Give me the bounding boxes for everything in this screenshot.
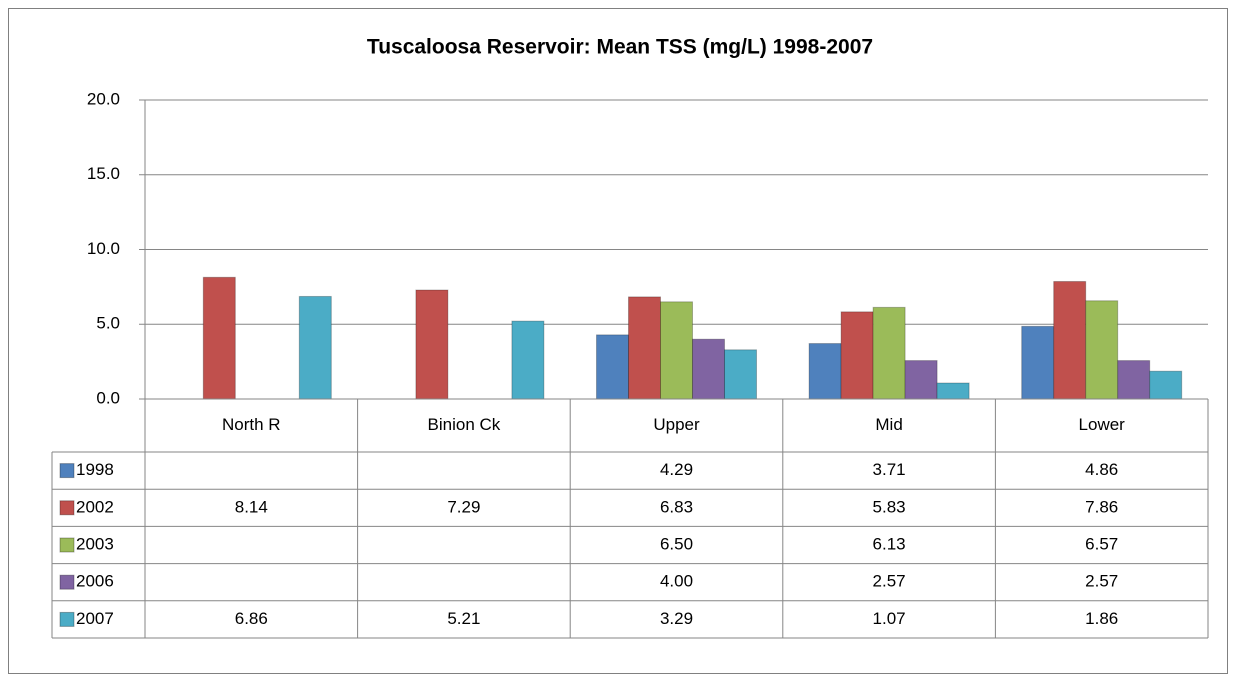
table-value: 1.07 [873, 609, 906, 628]
table-value: 3.71 [873, 460, 906, 479]
bar [202, 276, 236, 400]
table-value: 7.86 [1085, 497, 1118, 516]
x-tick-label: Upper [653, 415, 700, 434]
table-value: 8.14 [235, 497, 268, 516]
legend-key [59, 537, 75, 553]
bar [872, 306, 906, 400]
bar [511, 320, 545, 400]
chart-title: Tuscaloosa Reservoir: Mean TSS (mg/L) 19… [367, 36, 873, 59]
table-value: 6.57 [1085, 534, 1118, 553]
table-value: 6.50 [660, 534, 693, 553]
table-value: 1.86 [1085, 609, 1118, 628]
table-value: 4.86 [1085, 460, 1118, 479]
legend-key [59, 611, 75, 627]
x-tick-label: Binion Ck [428, 415, 501, 434]
table-value: 6.83 [660, 497, 693, 516]
y-tick-label: 5.0 [96, 314, 120, 333]
bar [596, 334, 629, 400]
x-tick-label: Mid [875, 415, 902, 434]
legend-label: 1998 [76, 460, 114, 479]
bar [1053, 280, 1087, 400]
bar [1085, 300, 1119, 400]
x-tick-label: North R [222, 415, 281, 434]
table-value: 4.00 [660, 572, 693, 591]
table-value: 7.29 [447, 497, 480, 516]
table-value: 5.21 [447, 609, 480, 628]
table-value: 2.57 [873, 572, 906, 591]
y-tick-label: 0.0 [96, 388, 120, 407]
bar [660, 301, 693, 400]
table-value: 2.57 [1085, 572, 1118, 591]
legend-label: 2006 [76, 572, 114, 591]
legend-key [59, 463, 75, 479]
bar [904, 360, 938, 400]
table-value: 3.29 [660, 609, 693, 628]
table-value: 4.29 [660, 460, 693, 479]
legend-key [59, 574, 75, 590]
y-tick-label: 10.0 [87, 239, 120, 258]
bar [840, 311, 874, 400]
bar [1149, 370, 1183, 400]
table-value: 5.83 [873, 497, 906, 516]
bar [692, 338, 725, 400]
bar [298, 295, 332, 400]
table-value: 6.13 [873, 534, 906, 553]
legend-label: 2002 [76, 497, 114, 516]
y-tick-label: 20.0 [87, 89, 120, 108]
legend-label: 2003 [76, 534, 114, 553]
bar [808, 343, 842, 400]
legend-key [59, 500, 75, 516]
bar [936, 382, 970, 400]
legend-label: 2007 [76, 609, 114, 628]
bar [1021, 325, 1055, 400]
x-tick-label: Lower [1079, 415, 1126, 434]
table-value: 6.86 [235, 609, 268, 628]
bar [415, 289, 449, 400]
bar [724, 349, 757, 400]
bar [1117, 360, 1151, 400]
y-tick-label: 15.0 [87, 164, 120, 183]
bar [628, 296, 661, 400]
